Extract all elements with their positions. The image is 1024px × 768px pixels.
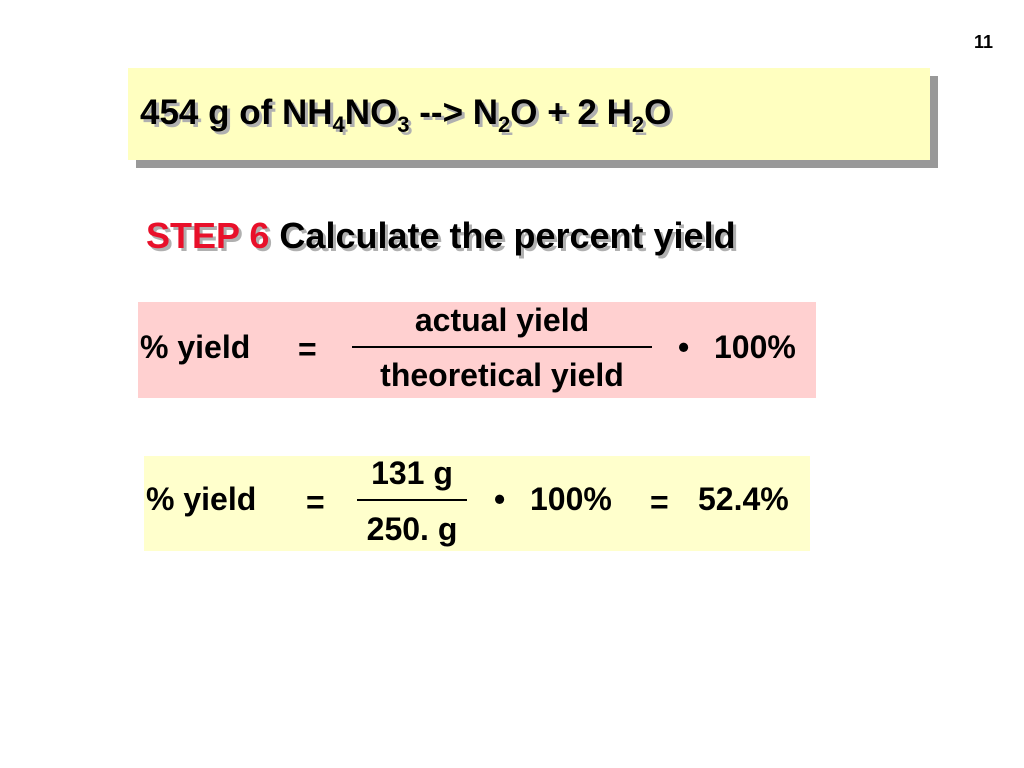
calc-numerator: 131 g	[371, 455, 453, 491]
formula-times: •	[678, 329, 690, 365]
subscript: 4	[332, 112, 345, 137]
title: 454 g of NH4NO3 --> N2O + 2 H2O	[140, 93, 672, 136]
step-text: Calculate the percent yield	[279, 215, 736, 256]
title-part: --> N	[409, 93, 499, 132]
calc-equals: =	[650, 484, 669, 520]
subscript: 2	[631, 112, 645, 137]
formula-equals: =	[298, 331, 317, 367]
calculation-box	[144, 456, 810, 551]
subscript: 2	[498, 112, 511, 137]
page-number: 11	[974, 32, 994, 52]
calc-factor: 100%	[530, 481, 612, 517]
step-heading: STEP 6 Calculate the percent yield	[146, 215, 736, 257]
step-label: STEP 6	[146, 215, 270, 256]
title-part: 454 g of NH	[140, 93, 333, 132]
fraction-bar	[352, 346, 652, 348]
title-box	[128, 68, 930, 160]
subscript: 3	[397, 112, 410, 137]
calc-result: 52.4%	[698, 481, 789, 517]
title-part: O + 2 H	[510, 93, 632, 132]
formula-lhs: % yield	[140, 329, 251, 365]
calc-times: •	[494, 481, 506, 517]
formula-denominator: theoretical yield	[380, 357, 624, 393]
fraction-bar	[357, 499, 467, 501]
calc-equals: =	[306, 484, 325, 520]
title-part: NO	[344, 93, 398, 132]
formula-numerator: actual yield	[414, 302, 590, 338]
title-part: O	[644, 93, 672, 132]
calc-lhs: % yield	[146, 481, 257, 517]
calc-denominator: 250. g	[366, 511, 458, 547]
formula-factor: 100%	[714, 329, 796, 365]
formula-box	[138, 302, 816, 398]
